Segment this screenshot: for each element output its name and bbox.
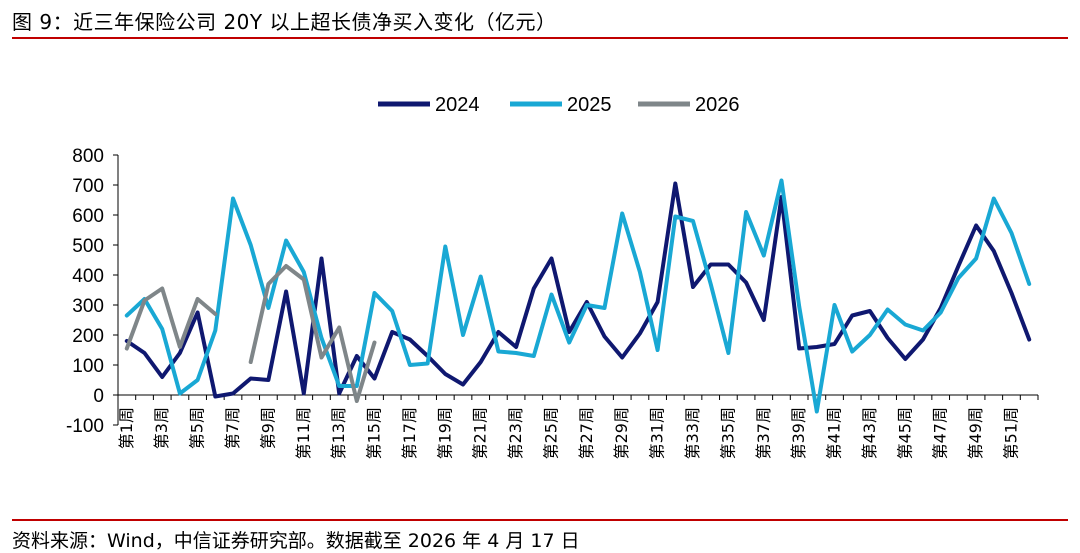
y-tick-label: 800 <box>72 146 104 167</box>
x-axis: 第1周 第3周 第5周 第7周 第9周 第11周 第13周 第15周 第17周 第19周 第21周第… <box>117 394 1039 459</box>
x-tick-label: 第51周 <box>1001 407 1020 459</box>
x-tick-label: 第29周 <box>612 407 631 459</box>
series-line-2025 <box>124 178 1032 414</box>
x-tick-label: 第47周 <box>931 407 950 459</box>
y-tick-label: 600 <box>72 206 104 227</box>
source-divider <box>12 519 1068 521</box>
title-divider <box>12 37 1068 39</box>
y-tick-label: 300 <box>72 296 104 317</box>
source-note: 资料来源：Wind，中信证券研究部。数据截至 2026 年 4 月 17 日 <box>12 530 580 552</box>
x-tick-label: 第31周 <box>648 407 667 459</box>
x-tick-label: 第19周 <box>435 407 454 459</box>
legend: 2024 2025 2026 <box>378 94 740 116</box>
x-tick-label: 第3周 <box>152 407 171 449</box>
x-tick-label: 第7周 <box>223 407 242 449</box>
y-axis: -100 0 100 200 300 400 500 600 700 800 <box>66 146 119 437</box>
y-tick-label: 400 <box>72 266 104 287</box>
x-tick-label: 第43周 <box>860 407 879 459</box>
y-tick-label: 700 <box>72 176 104 197</box>
x-tick-label: 第49周 <box>966 407 985 459</box>
x-tick-label: 第25周 <box>541 407 560 459</box>
x-tick-label: 第15周 <box>365 407 384 459</box>
series-line-2026 <box>124 264 377 403</box>
x-tick-label: 第9周 <box>258 407 277 449</box>
x-tick-label: 第17周 <box>400 407 419 459</box>
y-tick-label: -100 <box>66 416 104 437</box>
y-tick-label: 0 <box>93 386 104 407</box>
x-tick-label: 第41周 <box>825 407 844 459</box>
legend-label-2025: 2025 <box>567 94 612 116</box>
legend-label-2024: 2024 <box>435 94 480 116</box>
x-tick-label: 第45周 <box>895 407 914 459</box>
x-tick-label: 第37周 <box>754 407 773 459</box>
series-lines <box>124 178 1032 414</box>
x-tick-label: 第11周 <box>294 407 313 459</box>
x-tick-label: 第33周 <box>683 407 702 459</box>
x-tick-label: 第5周 <box>188 407 207 449</box>
x-tick-label: 第23周 <box>506 407 525 459</box>
x-tick-label: 第35周 <box>718 407 737 459</box>
x-tick-label: 第21周 <box>471 407 490 459</box>
x-tick-label: 第13周 <box>329 407 348 459</box>
y-tick-label: 100 <box>72 356 104 377</box>
x-tick-label: 第39周 <box>789 407 808 459</box>
x-tick-label: 第27周 <box>577 407 596 459</box>
x-tick-label: 第1周 <box>117 407 136 449</box>
legend-label-2026: 2026 <box>695 94 740 116</box>
y-tick-label: 500 <box>72 236 104 257</box>
y-tick-label: 200 <box>72 326 104 347</box>
chart-title: 图 9：近三年保险公司 20Y 以上超长债净买入变化（亿元） <box>12 10 557 34</box>
